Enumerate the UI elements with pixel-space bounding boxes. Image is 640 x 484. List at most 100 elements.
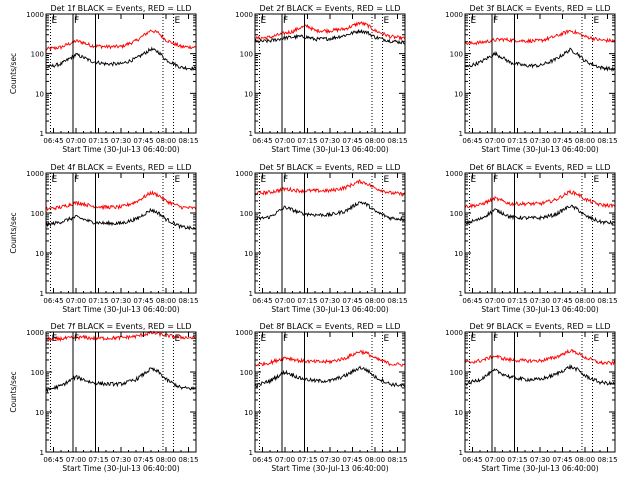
marker-label-2: F	[493, 16, 498, 26]
marker-label-5: E	[384, 16, 390, 26]
x-tick-label: 06:45	[43, 137, 63, 145]
x-tick-label: 07:00	[485, 297, 505, 305]
marker-label-2: F	[74, 334, 79, 344]
y-tick-label: 1000	[445, 170, 463, 178]
x-tick-label: 08:00	[365, 456, 385, 464]
marker-label-2: F	[74, 16, 79, 26]
chart-title: Det 7f BLACK = Events, RED = LLD	[50, 322, 191, 331]
y-tick-label: 10	[454, 250, 463, 258]
x-tick-label: 07:45	[552, 456, 572, 464]
x-tick-label: 07:30	[530, 456, 550, 464]
x-tick-label: 08:00	[575, 456, 595, 464]
x-tick-label: 07:30	[320, 456, 340, 464]
x-tick-label: 08:15	[387, 456, 407, 464]
series-line-events	[254, 365, 406, 388]
plot-frame	[45, 13, 197, 134]
marker-label-2: F	[493, 175, 498, 185]
series-line-lld	[254, 21, 406, 41]
series-line-lld	[464, 29, 616, 46]
y-tick-label: 1000	[26, 11, 44, 19]
marker-label-5: E	[594, 16, 600, 26]
y-tick-label: 100	[450, 369, 463, 377]
x-tick-label: 07:00	[275, 456, 295, 464]
chart-title: Det 9f BLACK = Events, RED = LLD	[469, 322, 610, 331]
x-tick-label: 07:45	[552, 137, 572, 145]
x-tick-label: 07:00	[66, 137, 86, 145]
marker-label-2: F	[283, 334, 288, 344]
series-line-events	[254, 201, 406, 222]
x-tick-label: 07:30	[111, 456, 131, 464]
x-axis-label: Start Time (30-Jul-13 06:40:00)	[271, 305, 388, 314]
y-tick-label: 100	[31, 210, 44, 218]
series-line-lld	[254, 179, 406, 197]
x-tick-label: 07:15	[507, 456, 527, 464]
x-tick-label: 07:30	[320, 297, 340, 305]
series-line-events	[45, 207, 196, 231]
chart-title: Det 1f BLACK = Events, RED = LLD	[50, 4, 191, 13]
x-tick-label: 06:45	[43, 456, 63, 464]
marker-label-1: E	[261, 175, 267, 185]
x-axis-label: Start Time (30-Jul-13 06:40:00)	[62, 464, 179, 473]
x-tick-label: 08:00	[575, 137, 595, 145]
series-line-lld	[45, 190, 197, 212]
x-tick-label: 06:45	[462, 137, 482, 145]
marker-label-1: E	[261, 16, 267, 26]
y-tick-label: 1000	[235, 170, 253, 178]
x-tick-label: 07:30	[320, 137, 340, 145]
x-tick-label: 06:45	[252, 456, 272, 464]
series-line-lld	[464, 348, 616, 366]
y-tick-label: 10	[35, 409, 44, 417]
x-tick-label: 07:45	[342, 456, 362, 464]
y-tick-label: 1	[459, 130, 463, 138]
x-tick-label: 08:15	[178, 297, 198, 305]
x-tick-label: 07:45	[342, 137, 362, 145]
x-tick-label: 07:00	[485, 456, 505, 464]
x-tick-label: 07:00	[485, 137, 505, 145]
series-line-lld	[45, 29, 197, 52]
marker-label-2: F	[493, 334, 498, 344]
marker-label-5: E	[175, 16, 181, 26]
x-tick-label: 08:15	[597, 137, 617, 145]
marker-label-1: E	[261, 334, 267, 344]
y-axis-label: Counts/sec	[9, 53, 18, 94]
x-tick-label: 06:45	[462, 297, 482, 305]
x-tick-label: 07:30	[530, 137, 550, 145]
marker-label-2: F	[74, 175, 79, 185]
x-tick-label: 07:15	[88, 456, 108, 464]
series-line-lld	[254, 349, 406, 367]
x-tick-label: 07:45	[342, 297, 362, 305]
y-tick-label: 1000	[26, 170, 44, 178]
x-tick-label: 07:15	[88, 137, 108, 145]
x-tick-label: 07:00	[275, 137, 295, 145]
x-tick-label: 08:15	[178, 456, 198, 464]
x-tick-label: 07:00	[66, 297, 86, 305]
y-tick-label: 100	[240, 51, 253, 59]
x-axis-label: Start Time (30-Jul-13 06:40:00)	[271, 145, 388, 154]
marker-label-1: E	[52, 16, 58, 26]
y-tick-label: 100	[31, 369, 44, 377]
y-tick-label: 1	[249, 130, 253, 138]
marker-label-5: E	[384, 175, 390, 185]
series-line-events	[254, 29, 406, 45]
marker-label-1: E	[471, 175, 477, 185]
marker-label-2: F	[283, 16, 288, 26]
x-tick-label: 08:00	[156, 456, 176, 464]
x-tick-label: 06:45	[252, 297, 272, 305]
x-tick-label: 06:45	[43, 297, 63, 305]
y-tick-label: 1000	[235, 329, 253, 337]
x-tick-label: 07:30	[111, 297, 131, 305]
y-tick-label: 1	[249, 449, 253, 457]
x-tick-label: 07:45	[133, 137, 153, 145]
marker-label-2: F	[283, 175, 288, 185]
marker-label-1: E	[471, 334, 477, 344]
x-tick-label: 08:00	[365, 137, 385, 145]
x-tick-label: 07:30	[111, 137, 131, 145]
x-tick-label: 07:15	[297, 297, 317, 305]
